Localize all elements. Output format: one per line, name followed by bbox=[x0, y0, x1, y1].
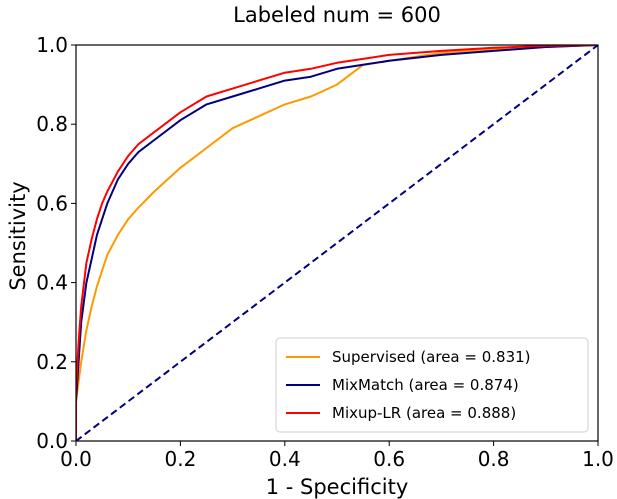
legend-label: Supervised (area = 0.831) bbox=[332, 348, 531, 366]
x-tick-label: 1.0 bbox=[582, 447, 614, 471]
x-axis-label: 1 - Specificity bbox=[266, 475, 409, 499]
x-tick-label: 0.4 bbox=[269, 447, 301, 471]
x-tick-label: 0.8 bbox=[478, 447, 510, 471]
x-tick-label: 0.2 bbox=[164, 447, 196, 471]
y-tick-label: 0.4 bbox=[36, 271, 68, 295]
series-line-1 bbox=[76, 45, 598, 441]
series-line-2 bbox=[76, 45, 598, 441]
legend-label: Mixup-LR (area = 0.888) bbox=[332, 404, 516, 422]
legend-label: MixMatch (area = 0.874) bbox=[332, 376, 519, 394]
x-tick-label: 0.6 bbox=[373, 447, 405, 471]
plot-area: 0.0 0.2 0.4 0.6 0.8 1.0 0.0 0.2 0.4 0.6 0.8 1.0 bbox=[36, 33, 614, 471]
x-tick-label: 0.0 bbox=[60, 447, 92, 471]
y-tick-label: 0.0 bbox=[36, 429, 68, 453]
y-tick-label: 0.2 bbox=[36, 350, 68, 374]
y-axis: 0.0 0.2 0.4 0.6 0.8 1.0 bbox=[36, 33, 76, 453]
y-tick-label: 1.0 bbox=[36, 33, 68, 57]
plot-frame bbox=[75, 44, 599, 442]
y-axis-label: Sensitivity bbox=[6, 181, 30, 290]
legend-box bbox=[275, 337, 589, 433]
chart-title: Labeled num = 600 bbox=[233, 3, 441, 27]
y-tick-label: 0.8 bbox=[36, 112, 68, 136]
legend: Supervised (area = 0.831) MixMatch (area … bbox=[275, 337, 589, 433]
x-axis: 0.0 0.2 0.4 0.6 0.8 1.0 bbox=[60, 441, 614, 471]
y-tick-label: 0.6 bbox=[36, 191, 68, 215]
